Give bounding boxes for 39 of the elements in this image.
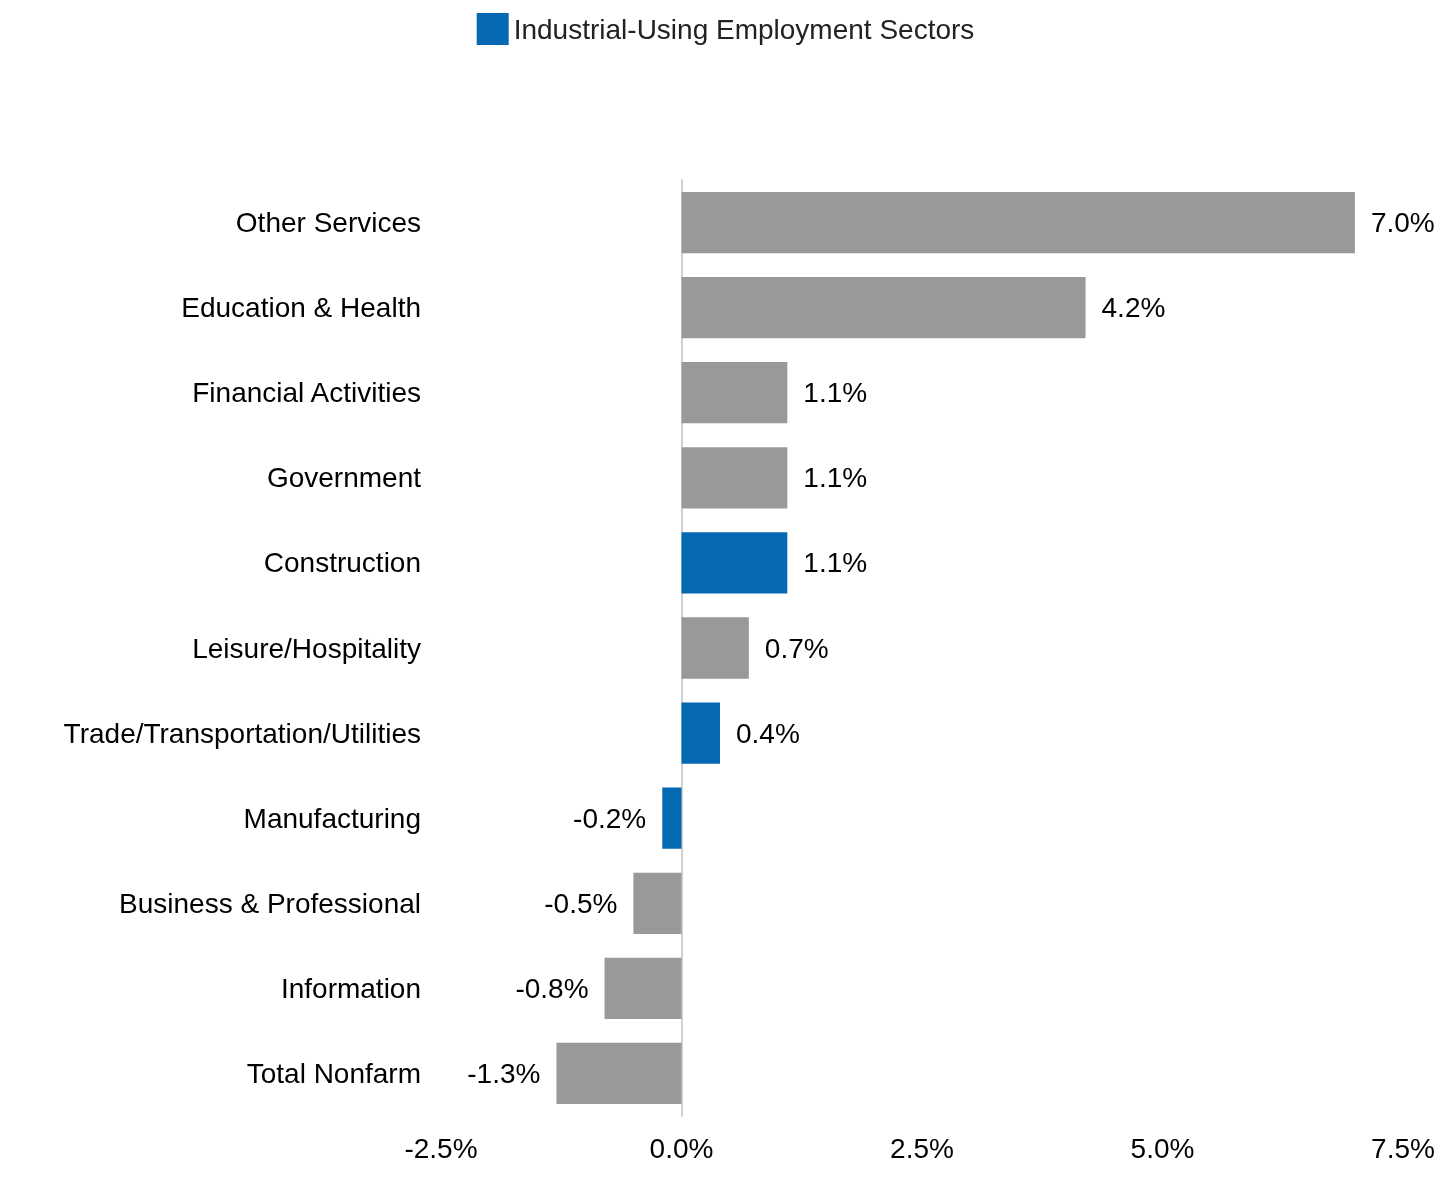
- data-label: 1.1%: [803, 377, 868, 409]
- bar: [681, 532, 788, 594]
- x-tick-label: 5.0%: [1130, 1132, 1195, 1164]
- y-tick-label: Total Nonfarm: [246, 1057, 421, 1089]
- data-label: 0.7%: [764, 632, 829, 664]
- y-tick-label: Trade/Transportation/Utilities: [63, 717, 421, 749]
- y-tick-label: Financial Activities: [192, 377, 421, 409]
- bar: [604, 957, 682, 1019]
- y-tick-label: Construction: [263, 547, 421, 579]
- y-tick-label: Education & Health: [181, 292, 421, 324]
- bar: [681, 277, 1086, 339]
- bar: [681, 617, 749, 679]
- x-tick-label: -2.5%: [404, 1132, 478, 1164]
- y-tick-label: Government: [266, 462, 422, 494]
- x-tick-label: 2.5%: [890, 1132, 954, 1164]
- y-tick-label: Information: [280, 972, 421, 1004]
- y-tick-label: Business & Professional: [119, 887, 421, 919]
- y-tick-label: Leisure/Hospitality: [192, 632, 421, 664]
- bar: [662, 787, 682, 849]
- data-label: -0.8%: [515, 972, 589, 1004]
- data-label: 0.4%: [735, 717, 800, 749]
- x-tick-label: 7.5%: [1371, 1132, 1435, 1164]
- data-label: -1.3%: [467, 1057, 541, 1089]
- legend-label: Industrial-Using Employment Sectors: [513, 13, 975, 45]
- bar: [556, 1042, 682, 1105]
- bar: [681, 191, 1355, 254]
- x-tick-label: 0.0%: [649, 1132, 714, 1164]
- bar: [681, 362, 788, 424]
- data-label: -0.5%: [544, 887, 618, 919]
- data-label: -0.2%: [573, 802, 647, 834]
- data-label: 1.1%: [803, 462, 868, 494]
- bar: [633, 872, 682, 934]
- bar: [681, 447, 788, 509]
- bar: [681, 702, 720, 764]
- y-tick-label: Other Services: [235, 207, 421, 239]
- y-tick-label: Manufacturing: [243, 802, 421, 834]
- data-label: 1.1%: [803, 547, 868, 579]
- data-label: 7.0%: [1370, 207, 1435, 239]
- data-label: 4.2%: [1101, 292, 1166, 324]
